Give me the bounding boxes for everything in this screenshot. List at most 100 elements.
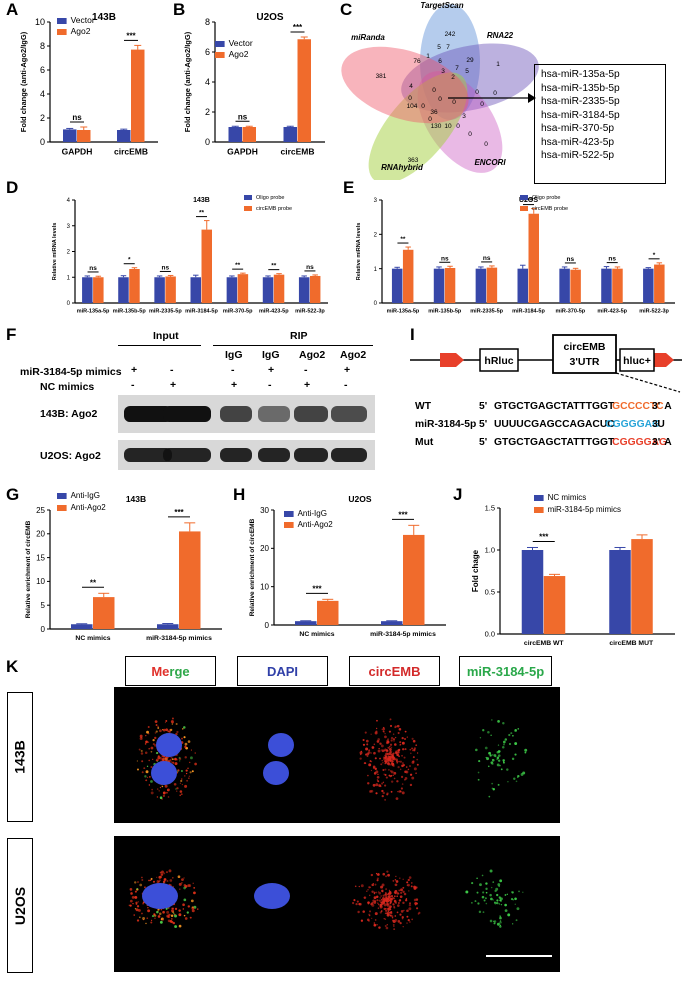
signal-dot [135,903,138,905]
signal-dot [132,903,134,905]
venn-region-count: 1 [426,53,430,60]
signal-dot [389,901,392,904]
bar [154,277,165,303]
signal-dot [491,758,494,761]
signal-dot [497,759,501,762]
y-axis-label: Fold chage [471,549,480,592]
venn-region-count: 0 [432,87,436,94]
signal-dot [187,905,191,908]
signal-dot [372,884,374,886]
signal-dot [375,730,378,733]
signal-dot [378,899,381,902]
signal-dot [140,749,143,752]
signal-dot [362,739,365,742]
significance-label: * [653,252,656,259]
y-axis-label: Relative miRNA levels [52,223,58,281]
signal-dot [374,919,377,921]
legend-swatch [534,495,544,501]
bar [157,624,179,629]
mirna-list-item: hsa-miR-135b-5p [541,82,620,94]
signal-dot [159,875,163,879]
signal-dot [391,915,394,918]
signal-dot [171,758,174,761]
signal-dot [176,730,179,734]
signal-dot [162,910,165,914]
seq-part-a: GTGCTGAGCTATTTGGT [494,401,615,412]
signal-dot [145,779,147,782]
signal-dot [500,903,503,906]
signal-dot [162,794,166,798]
x-tick-label: NC mimics [75,635,110,642]
signal-dot [179,782,182,784]
signal-dot [384,732,386,735]
significance-label: ns [89,265,97,272]
signal-dot [496,899,499,902]
y-tick-label: 4 [67,198,71,204]
venn-region-count: 7 [446,44,450,51]
signal-dot [491,719,493,721]
signal-dot [148,784,151,786]
signal-dot [144,775,147,778]
signal-dot [194,752,196,754]
signal-dot [396,911,399,914]
signal-dot [396,753,399,757]
blot-sign: + [131,364,138,376]
signal-dot [137,881,139,883]
chart-title: U2OS [519,197,538,204]
signal-dot [415,772,417,775]
x-tick-label: miR-135b-5p [428,309,462,315]
signal-dot [508,733,511,737]
signal-dot [157,727,160,729]
signal-dot [395,875,397,878]
signal-dot [189,761,191,764]
x-tick-label: miR-3184-5p [185,309,218,315]
signal-dot [134,881,137,884]
x-tick-label: miR-522-3p [639,309,669,315]
signal-dot [374,883,377,886]
signal-dot [145,770,149,774]
signal-dot [372,882,375,885]
signal-dot [134,907,137,910]
signal-dot [379,742,382,745]
signal-dot [412,760,415,763]
venn-ellipse-rnahybrid [368,72,468,180]
legend-swatch [244,195,252,200]
signal-dot [522,771,526,775]
signal-dot [169,728,173,732]
signal-dot [389,760,392,762]
signal-dot [174,762,178,766]
signal-dot [152,758,154,760]
signal-dot [493,920,497,923]
signal-dot [191,770,194,773]
legend-swatch [284,522,294,528]
signal-dot [404,730,407,733]
signal-dot [399,790,402,792]
signal-dot [144,743,147,745]
signal-dot [367,901,370,904]
signal-dot [167,919,171,923]
seq-part-b: GCCCCTC [612,401,664,412]
signal-dot [489,893,492,897]
signal-dot [150,750,153,753]
y-tick-label: 8 [40,41,45,51]
legend-label: Ago2 [71,26,91,36]
signal-dot [497,883,501,886]
signal-dot [190,899,194,903]
signal-dot [471,902,473,904]
signal-dot [387,738,390,741]
signal-dot [380,895,382,897]
signal-dot [368,749,371,752]
signal-dot [179,790,183,793]
legend-swatch [520,206,528,211]
signal-dot [164,784,168,788]
signal-dot [176,787,179,790]
bar [93,597,115,629]
x-tick-label: GAPDH [62,147,93,157]
signal-dot [412,756,415,759]
signal-dot [493,901,496,904]
signal-dot [485,882,488,885]
signal-dot [395,758,398,761]
signal-dot [386,763,389,765]
chart-title: U2OS [348,494,371,504]
signal-dot [510,732,513,735]
